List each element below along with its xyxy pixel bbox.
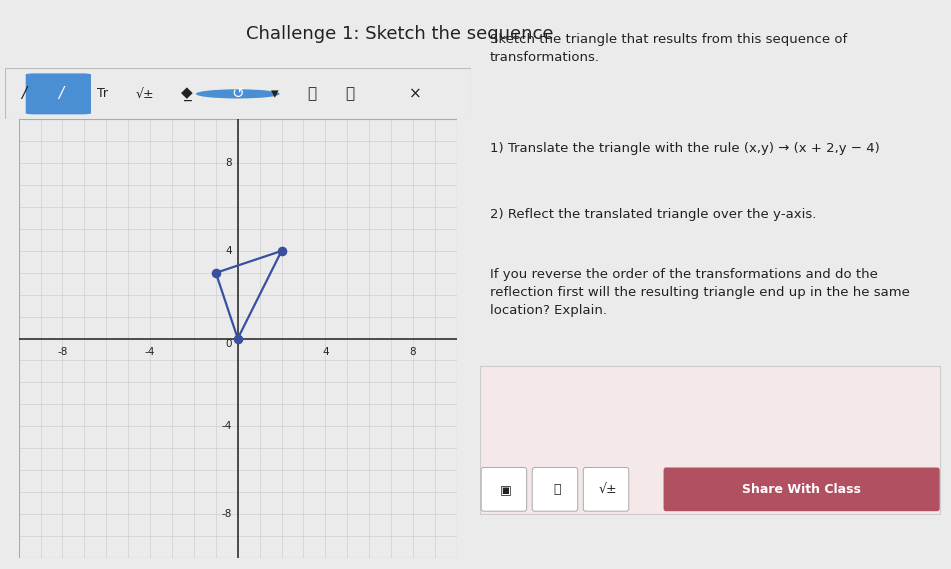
Text: ▣: ▣ <box>500 483 512 496</box>
FancyBboxPatch shape <box>481 468 527 511</box>
Text: -8: -8 <box>222 509 232 519</box>
FancyBboxPatch shape <box>583 468 629 511</box>
Text: 2) Reflect the translated triangle over the y‑axis.: 2) Reflect the translated triangle over … <box>490 208 816 221</box>
Text: Challenge 1: Sketch the sequence: Challenge 1: Sketch the sequence <box>245 25 553 43</box>
Bar <box>19 119 456 558</box>
Text: ⌢: ⌢ <box>308 86 317 101</box>
FancyBboxPatch shape <box>664 468 940 511</box>
Text: ▾: ▾ <box>271 86 279 101</box>
Point <box>230 334 245 343</box>
Text: ⌣: ⌣ <box>345 86 354 101</box>
Text: √±: √± <box>598 483 617 496</box>
Text: -8: -8 <box>57 347 68 357</box>
Circle shape <box>196 89 280 98</box>
Point <box>208 268 223 277</box>
Text: 0: 0 <box>225 339 232 349</box>
Text: 4: 4 <box>322 347 329 357</box>
Text: Share With Class: Share With Class <box>742 483 861 496</box>
Text: /: / <box>21 86 26 101</box>
Text: -4: -4 <box>222 421 232 431</box>
Text: Sketch the triangle that results from this sequence of
transformations.: Sketch the triangle that results from th… <box>490 33 846 64</box>
Text: 4: 4 <box>225 246 232 256</box>
Text: -4: -4 <box>145 347 155 357</box>
Text: 1) Translate the triangle with the rule (x,y) → (x + 2,y − 4): 1) Translate the triangle with the rule … <box>490 142 880 155</box>
Text: ⤓: ⤓ <box>553 483 560 496</box>
FancyBboxPatch shape <box>533 468 577 511</box>
Text: If you reverse the order of the transformations and do the
reflection first will: If you reverse the order of the transfor… <box>490 268 909 317</box>
Text: Tr: Tr <box>97 88 108 100</box>
Text: ↺: ↺ <box>231 86 244 101</box>
FancyBboxPatch shape <box>26 73 91 114</box>
Point <box>274 246 289 255</box>
Text: 8: 8 <box>225 158 232 168</box>
Text: 8: 8 <box>410 347 417 357</box>
Text: ×: × <box>408 86 421 101</box>
Text: ◆̲: ◆̲ <box>181 86 192 101</box>
Text: /: / <box>58 86 63 101</box>
Text: √±: √± <box>135 88 154 100</box>
FancyBboxPatch shape <box>480 366 940 514</box>
